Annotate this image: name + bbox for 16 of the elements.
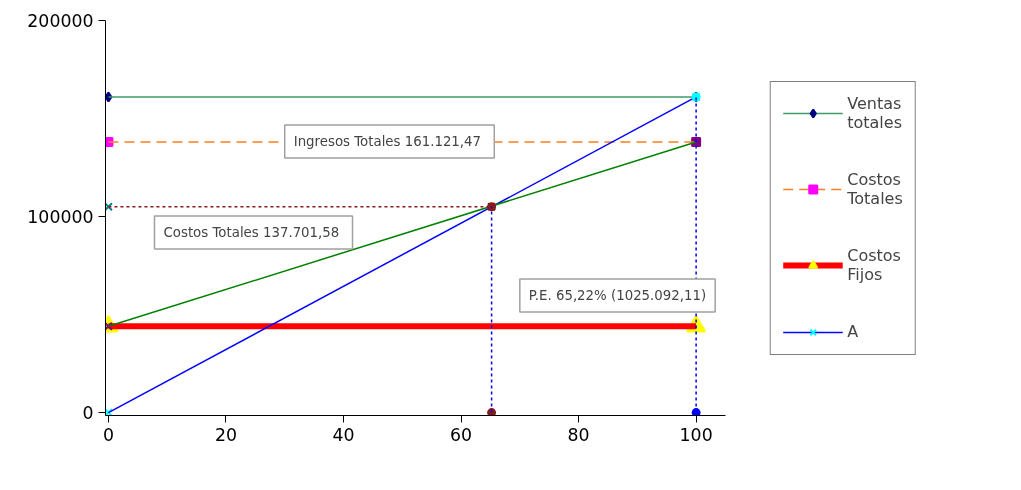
- legend-label: Costos Totales: [847, 169, 903, 208]
- y-tick-label: 100000: [27, 207, 94, 228]
- x-tick-label: 40: [332, 424, 355, 445]
- x-tick-label: 60: [450, 424, 473, 445]
- x-tick-label: 0: [102, 424, 114, 445]
- annotation: Costos Totales 137.701,58: [163, 225, 340, 240]
- x-tick-label: 100: [679, 424, 713, 445]
- x-tick-label: 20: [214, 424, 238, 445]
- annotation: P.E. 65,22% (1025.092,11): [528, 288, 707, 303]
- y-tick-label: 0: [82, 403, 94, 424]
- legend-label: A: [847, 322, 860, 341]
- legend-label: Ventas totales: [847, 93, 902, 132]
- annotation: Ingresos Totales 161.121,47: [293, 134, 482, 149]
- legend-label: Costos Fijos: [847, 245, 901, 284]
- y-tick-label: 200000: [27, 11, 94, 31]
- x-tick-label: 80: [567, 424, 590, 445]
